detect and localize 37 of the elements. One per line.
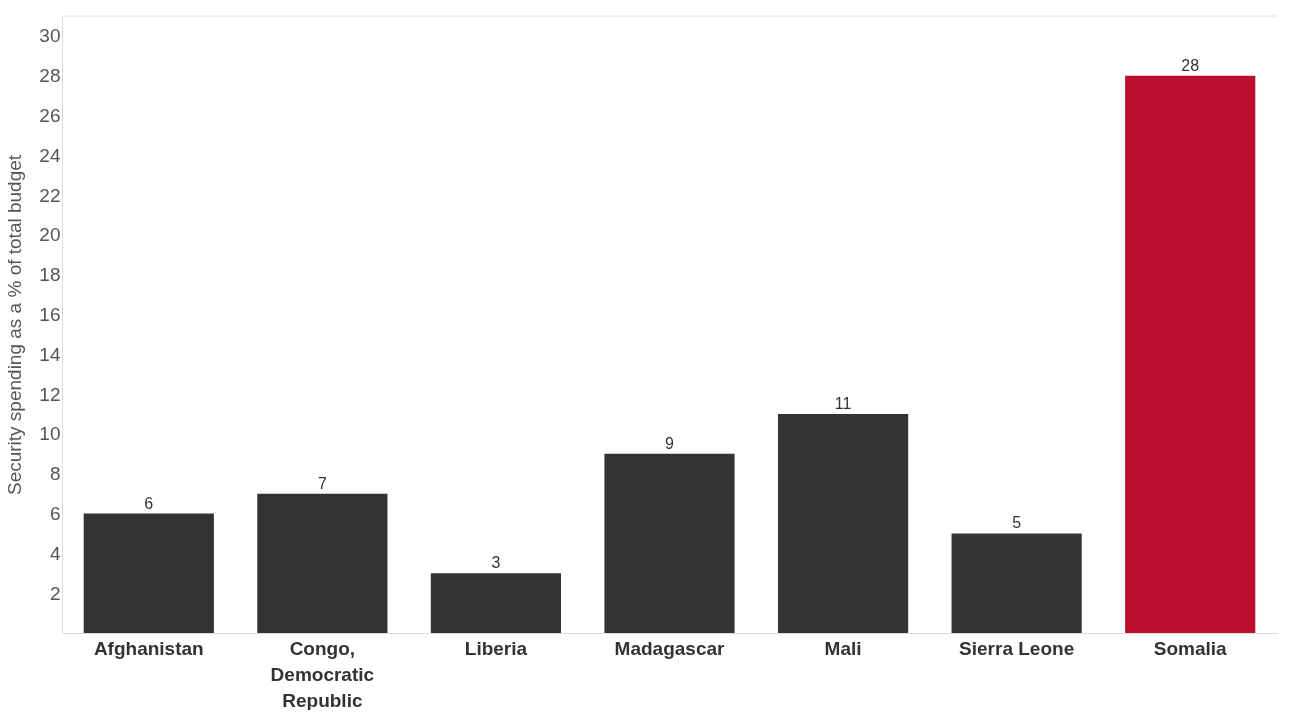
x-tick-label: Sierra Leone (959, 637, 1075, 659)
y-tick-label: 12 (39, 383, 61, 405)
y-tick-label: 16 (39, 304, 61, 326)
y-tick-label: 4 (49, 542, 61, 564)
x-tick-label: Madagascar (614, 637, 726, 659)
bar (430, 573, 562, 633)
y-tick-label: 24 (39, 144, 61, 166)
bar (777, 414, 909, 633)
data-label: 3 (491, 554, 501, 572)
bar (257, 493, 388, 633)
y-tick-label: 30 (39, 25, 61, 47)
bar (604, 453, 735, 633)
y-tick-label: 14 (39, 343, 61, 365)
y-tick-label: 10 (39, 423, 61, 445)
y-tick-label: 28 (39, 65, 61, 87)
bar (1125, 75, 1256, 633)
y-tick-label: 8 (49, 463, 61, 485)
bar (951, 533, 1082, 633)
y-tick-label: 2 (49, 582, 61, 604)
y-tick-label: 22 (39, 184, 61, 206)
y-tick-label: 18 (39, 264, 61, 286)
bar (83, 513, 214, 633)
y-tick-label: 20 (39, 224, 61, 246)
data-label: 11 (834, 395, 852, 413)
data-label: 5 (1012, 514, 1022, 532)
data-label: 6 (144, 494, 154, 512)
x-tick-label: Mali (824, 637, 862, 659)
y-tick-label: 6 (49, 503, 61, 525)
x-tick-label: Congo, Democratic Republic (270, 637, 375, 711)
y-axis-title: Security spending as a % of total budget (4, 154, 26, 496)
x-tick-label: Liberia (464, 637, 528, 659)
data-label: 28 (1181, 56, 1200, 74)
data-label: 9 (665, 434, 675, 452)
data-label: 7 (317, 474, 327, 492)
y-tick-label: 26 (39, 105, 61, 127)
x-tick-label: Afghanistan (93, 637, 204, 659)
x-tick-label: Somalia (1153, 637, 1228, 659)
